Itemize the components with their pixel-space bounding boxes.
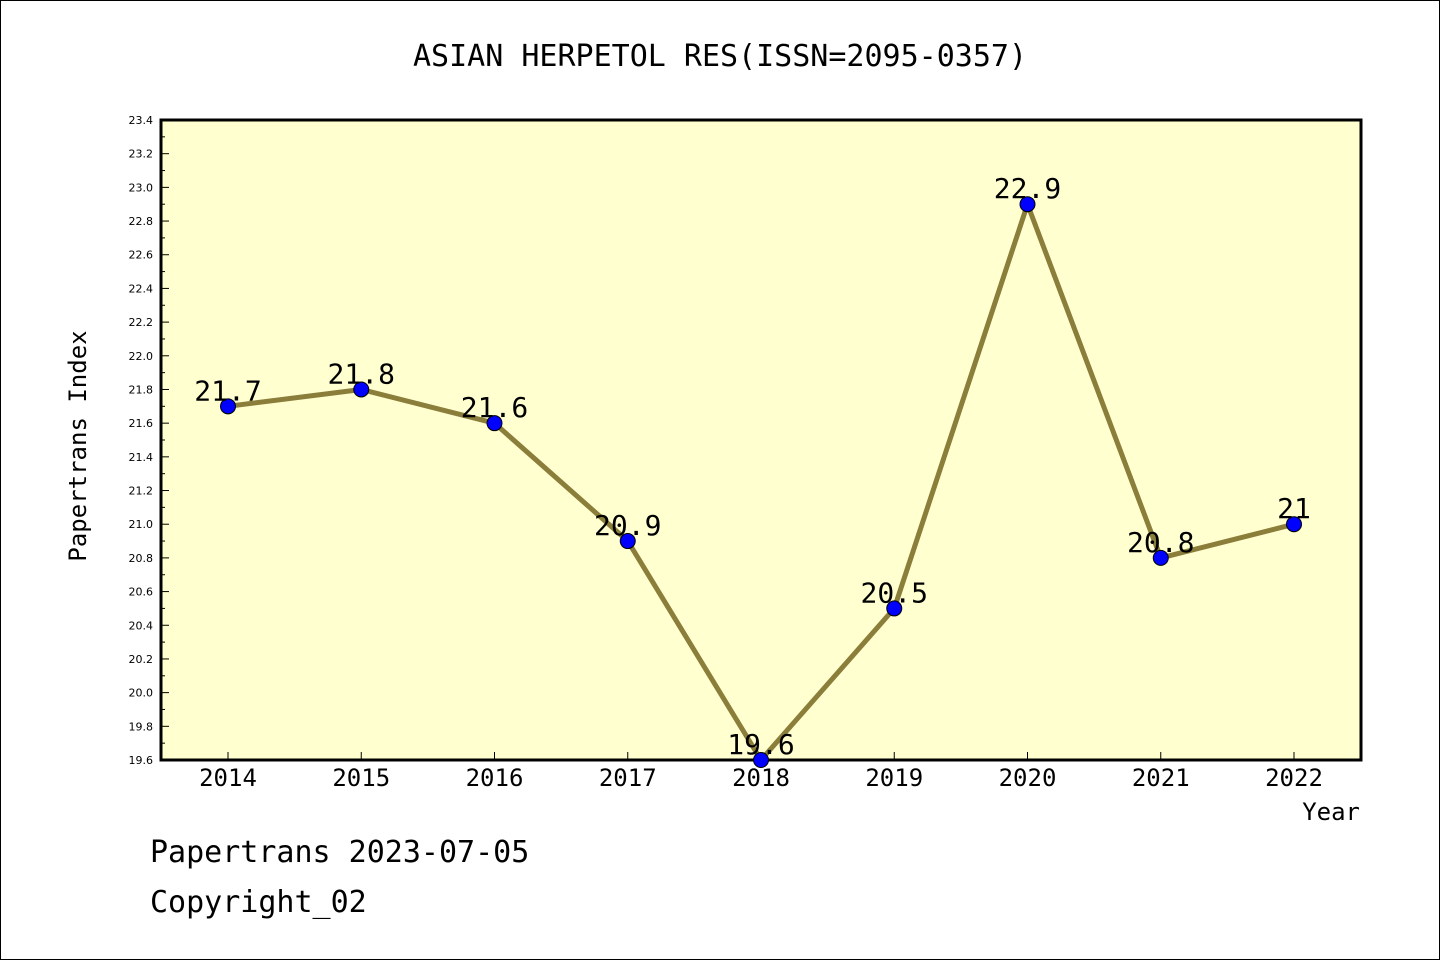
y-tick-label: 23.4: [129, 114, 154, 127]
y-tick-label: 20.2: [129, 653, 154, 666]
data-label: 22.9: [994, 172, 1061, 205]
x-tick-label: 2022: [1265, 764, 1323, 792]
y-tick-label: 20.6: [129, 586, 154, 599]
plot-area: [159, 118, 1363, 762]
y-axis: 19.6 19.8 20.0 20.2 20.4 20.6 20.8 21.0 21.2 21.4…: [129, 114, 169, 767]
y-tick-label: 20.8: [129, 552, 154, 565]
data-point: [1019, 196, 1036, 213]
y-tick-label: 23.0: [129, 181, 154, 194]
y-tick-label: 21.2: [129, 485, 154, 498]
y-tick-label: 22.4: [129, 282, 154, 295]
x-tick-label: 2017: [599, 764, 657, 792]
data-point: [886, 600, 903, 617]
x-tick-label: 2021: [1132, 764, 1190, 792]
x-tick-label: 2020: [999, 764, 1057, 792]
y-tick-label: 21.8: [129, 383, 154, 396]
data-label: 20.5: [861, 576, 928, 609]
x-tick-label: 2014: [199, 764, 257, 792]
y-tick-label: 23.2: [129, 148, 154, 161]
x-tick-label: 2018: [732, 764, 790, 792]
x-tick-label: 2019: [865, 764, 923, 792]
y-tick-label: 21.6: [129, 417, 154, 430]
data-label: 21.8: [328, 357, 395, 390]
y-tick-label: 22.8: [129, 215, 154, 228]
chart-title: ASIAN HERPETOL RES(ISSN=2095-0357): [413, 39, 1027, 74]
data-label: 20.8: [1127, 526, 1194, 559]
y-tick-label: 19.8: [129, 720, 154, 733]
y-tick-label: 21.4: [129, 451, 154, 464]
x-axis-label: Year: [1302, 798, 1360, 826]
data-labels: 21.7 21.8 21.6 20.9 19.6 20.5 22.9 20.8 21: [194, 172, 1311, 761]
y-tick-label: 20.0: [129, 687, 154, 700]
data-point: [353, 381, 370, 398]
data-point: [1286, 516, 1302, 533]
x-tick-label: 2016: [466, 764, 524, 792]
data-label: 20.9: [594, 509, 661, 542]
data-point: [220, 398, 236, 415]
y-tick-label: 22.6: [129, 249, 154, 262]
footer-copyright: Copyright_02: [150, 885, 367, 920]
data-point: [1152, 549, 1169, 566]
data-point: [753, 752, 769, 768]
y-tick-label: 22.2: [129, 316, 154, 329]
data-points: [220, 196, 1302, 768]
data-label: 21: [1277, 492, 1311, 525]
y-tick-label: 21.0: [129, 518, 154, 531]
y-axis-label: Papertrans Index: [64, 330, 92, 561]
x-tick-label: 2015: [332, 764, 390, 792]
data-label: 21.6: [461, 391, 528, 424]
data-point: [486, 415, 503, 432]
footer-date: Papertrans 2023-07-05: [150, 835, 530, 870]
data-label: 21.7: [194, 374, 261, 407]
y-tick-label: 22.0: [129, 350, 154, 363]
data-point: [619, 533, 636, 550]
y-tick-label: 19.6: [129, 754, 154, 767]
x-axis: 2014 2015 2016 2017 2018 2019 2020 2021 2022: [199, 752, 1323, 792]
data-label: 19.6: [727, 728, 794, 761]
y-tick-label: 20.4: [129, 619, 154, 632]
